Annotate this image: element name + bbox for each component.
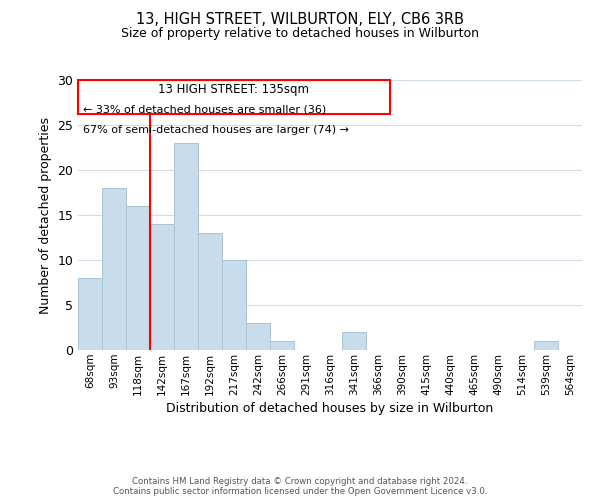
X-axis label: Distribution of detached houses by size in Wilburton: Distribution of detached houses by size …	[166, 402, 494, 415]
FancyBboxPatch shape	[78, 80, 390, 114]
Bar	[534, 341, 558, 350]
Text: 67% of semi-detached houses are larger (74) →: 67% of semi-detached houses are larger (…	[83, 124, 349, 134]
Bar	[78, 278, 102, 350]
Bar	[102, 188, 126, 350]
Bar	[270, 341, 294, 350]
Bar	[246, 323, 270, 350]
Text: ← 33% of detached houses are smaller (36): ← 33% of detached houses are smaller (36…	[83, 104, 326, 115]
Text: Size of property relative to detached houses in Wilburton: Size of property relative to detached ho…	[121, 28, 479, 40]
Bar	[222, 260, 246, 350]
Text: 13, HIGH STREET, WILBURTON, ELY, CB6 3RB: 13, HIGH STREET, WILBURTON, ELY, CB6 3RB	[136, 12, 464, 28]
Bar	[150, 224, 174, 350]
Bar	[198, 233, 222, 350]
Text: 13 HIGH STREET: 135sqm: 13 HIGH STREET: 135sqm	[158, 82, 310, 96]
Text: Contains HM Land Registry data © Crown copyright and database right 2024.: Contains HM Land Registry data © Crown c…	[132, 477, 468, 486]
Bar	[174, 143, 198, 350]
Y-axis label: Number of detached properties: Number of detached properties	[39, 116, 52, 314]
Bar	[126, 206, 150, 350]
Text: Contains public sector information licensed under the Open Government Licence v3: Contains public sector information licen…	[113, 487, 487, 496]
Bar	[342, 332, 366, 350]
